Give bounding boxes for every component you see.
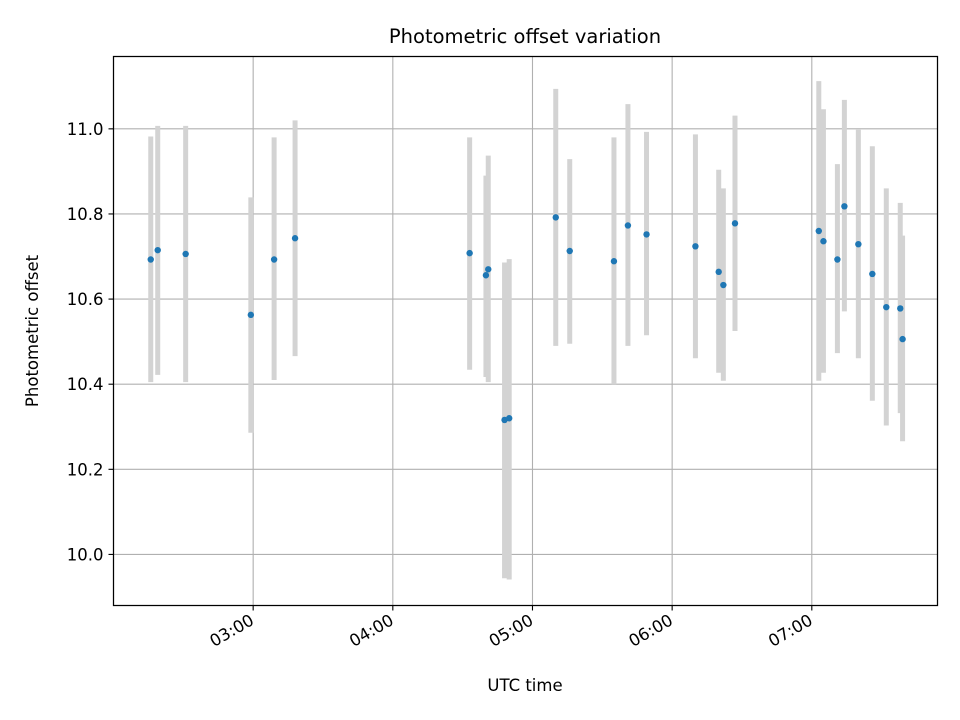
data-point xyxy=(855,240,862,248)
y-tick-label: 11.0 xyxy=(67,120,104,139)
data-point xyxy=(883,303,890,311)
data-point xyxy=(869,270,876,278)
data-point xyxy=(506,415,513,422)
error-bars xyxy=(148,81,906,580)
data-point xyxy=(291,235,299,242)
data-point xyxy=(466,249,473,257)
x-axis-ticks: 03:00 04:00 05:00 06:00 07:00 xyxy=(206,605,816,651)
data-point xyxy=(270,256,278,263)
data-point xyxy=(820,238,827,245)
data-point xyxy=(147,256,154,263)
data-points xyxy=(147,203,906,424)
data-point xyxy=(154,246,161,254)
data-point xyxy=(715,268,722,276)
data-point xyxy=(731,220,739,227)
data-point xyxy=(610,258,618,265)
data-point xyxy=(692,243,699,250)
y-tick-label: 10.0 xyxy=(67,545,104,564)
data-point xyxy=(552,214,559,221)
data-point xyxy=(624,222,632,229)
y-tick-label: 10.2 xyxy=(67,460,104,479)
x-axis-title: UTC time xyxy=(487,676,562,695)
y-axis-title: Photometric offset xyxy=(23,254,42,407)
data-point xyxy=(247,311,255,319)
x-tick-label: 03:00 xyxy=(206,611,257,651)
data-point xyxy=(720,281,727,289)
y-axis-ticks: 10.0 10.2 10.4 10.6 10.8 11.0 xyxy=(67,120,114,564)
data-point xyxy=(841,203,848,210)
x-tick-label: 06:00 xyxy=(625,611,676,651)
data-point xyxy=(482,272,490,279)
plot-area-frame xyxy=(112,55,939,607)
data-point xyxy=(182,250,189,258)
x-tick-label: 07:00 xyxy=(765,611,816,651)
data-point xyxy=(815,227,822,235)
chart-title: Photometric offset variation xyxy=(389,25,661,48)
data-point xyxy=(485,266,492,273)
grid-lines xyxy=(113,56,938,606)
y-tick-label: 10.8 xyxy=(67,205,104,224)
y-tick-label: 10.4 xyxy=(67,375,104,394)
data-point xyxy=(566,247,573,255)
x-tick-label: 05:00 xyxy=(486,611,537,651)
data-point xyxy=(897,305,904,312)
y-tick-label: 10.6 xyxy=(67,290,104,309)
data-point xyxy=(899,335,906,343)
data-point xyxy=(834,256,841,263)
data-point xyxy=(643,231,650,238)
x-tick-label: 04:00 xyxy=(346,611,397,651)
